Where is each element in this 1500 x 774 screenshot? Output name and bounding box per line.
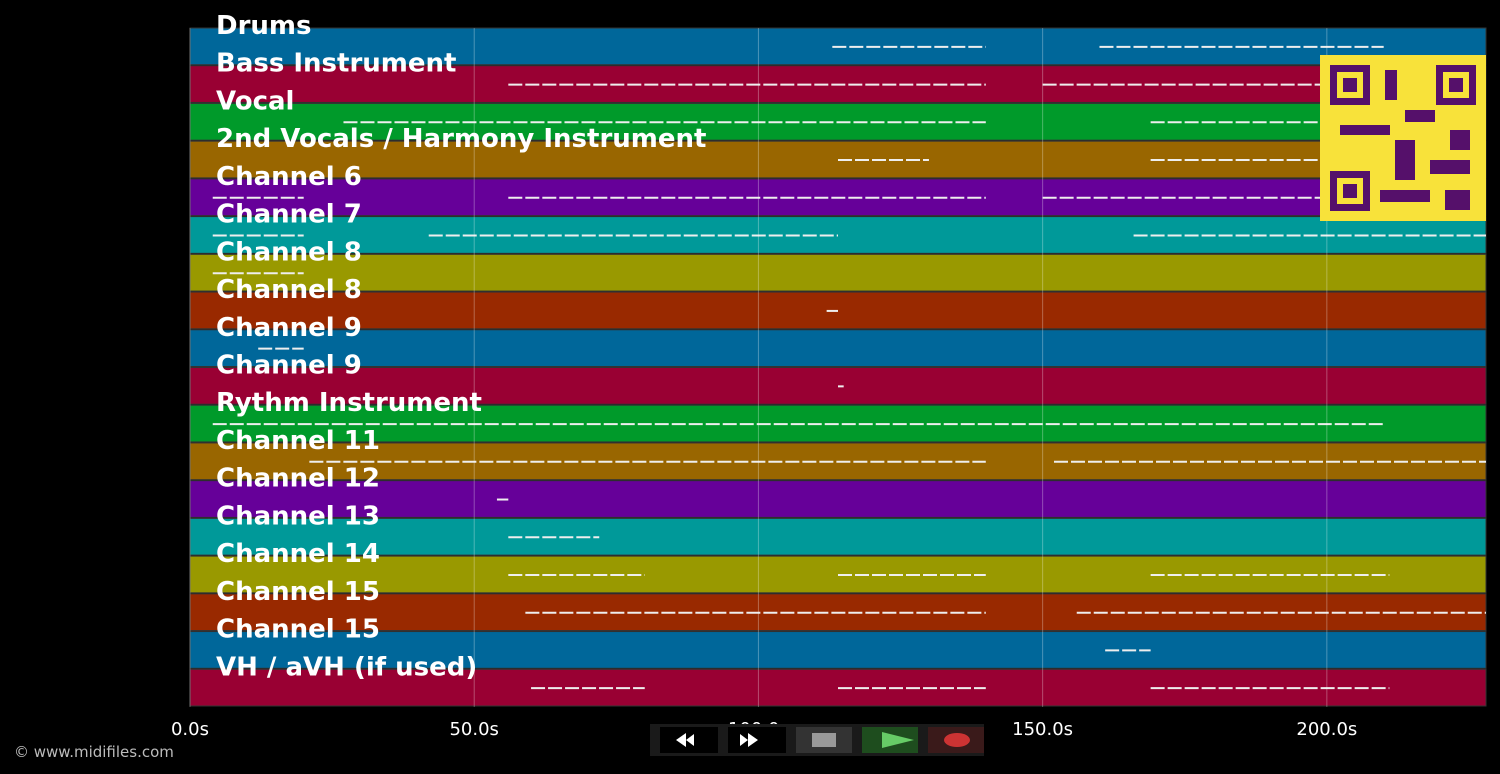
track-band [189, 480, 1487, 518]
track-label: Rythm Instrument [216, 388, 482, 418]
track-label: Channel 8 [216, 275, 362, 305]
forward-button[interactable] [728, 727, 786, 753]
track-label: Channel 11 [216, 426, 380, 456]
track-band [189, 631, 1487, 669]
track-label: Channel 6 [216, 162, 362, 192]
play-button[interactable] [862, 727, 918, 753]
rewind-button[interactable] [660, 727, 718, 753]
track-label: Channel 8 [216, 237, 362, 267]
x-tick-label: 150.0s [1012, 719, 1073, 740]
x-tick-label: 200.0s [1296, 719, 1357, 740]
track-label: Vocal [216, 86, 294, 116]
track-label: Drums [216, 11, 311, 41]
track-band [189, 253, 1487, 292]
track-label: Bass Instrument [216, 49, 456, 79]
stop-button[interactable] [796, 727, 852, 753]
track-label: 2nd Vocals / Harmony Instrument [216, 124, 706, 154]
track-label: Channel 7 [216, 200, 362, 230]
transport [650, 724, 984, 756]
track-label: Channel 9 [216, 313, 362, 343]
track-label: VH / aVH (if used) [216, 652, 477, 682]
track-label: Channel 9 [216, 351, 362, 381]
x-tick-label: 0.0s [171, 719, 209, 740]
copyright: © www.midifiles.com [14, 743, 174, 761]
track-band [189, 517, 1487, 556]
track-label: Channel 15 [216, 615, 380, 645]
track-label: Channel 12 [216, 464, 380, 494]
track-label: Channel 13 [216, 501, 380, 531]
x-tick-label: 50.0s [449, 719, 498, 740]
track-label: Channel 14 [216, 539, 380, 569]
record-button[interactable] [928, 727, 984, 753]
qr-code [1320, 55, 1486, 221]
track-label: Channel 15 [216, 577, 380, 607]
track-band [189, 329, 1487, 367]
